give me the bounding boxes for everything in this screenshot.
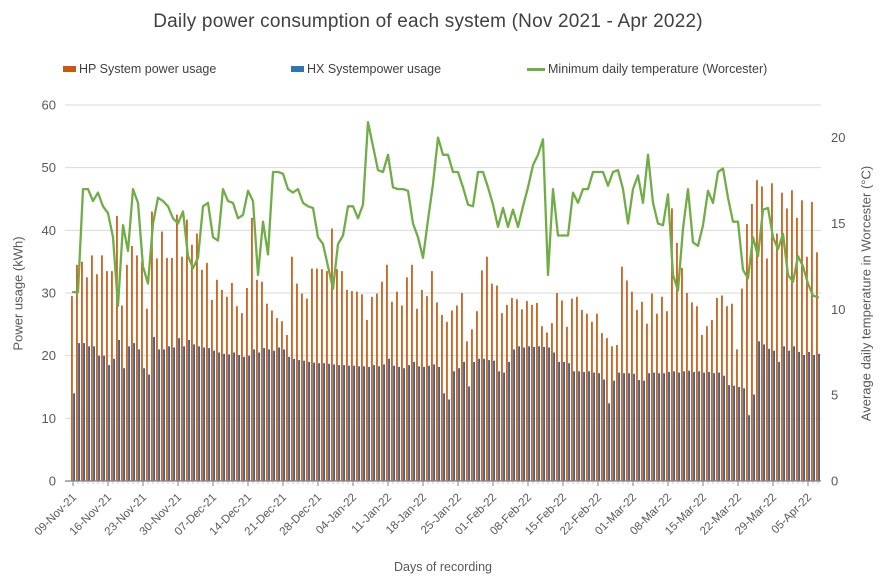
hx-legend-swatch-icon xyxy=(291,66,304,72)
svg-text:40: 40 xyxy=(42,223,56,238)
svg-text:5: 5 xyxy=(831,388,838,403)
hp-bars xyxy=(71,180,818,482)
right-axis-title: Average daily temperature in Worcester (… xyxy=(858,165,874,422)
svg-text:60: 60 xyxy=(42,98,56,113)
hx-bars xyxy=(73,336,820,481)
x-axis-title: Days of recording xyxy=(394,560,492,574)
legend-label-temp: Minimum daily temperature (Worcester) xyxy=(548,62,768,76)
legend-label-hp: HP System power usage xyxy=(79,62,217,76)
svg-text:50: 50 xyxy=(42,160,56,175)
legend-item-hp: HP System power usage xyxy=(63,61,216,77)
x-axis-ticks xyxy=(72,481,819,486)
left-axis-tick-labels: 0 10 20 30 40 50 60 xyxy=(42,98,56,489)
svg-text:0: 0 xyxy=(49,474,56,489)
legend-item-temp: Minimum daily temperature (Worcester) xyxy=(527,61,767,77)
right-axis-tick-labels: 0 5 10 15 20 xyxy=(831,130,845,488)
left-axis-title: Power usage (kWh) xyxy=(10,236,26,351)
x-axis-tick-labels: 09-Nov-2116-Nov-2123-Nov-2130-Nov-2107-D… xyxy=(33,492,814,538)
legend-item-hx: HX Systempower usage xyxy=(291,61,441,77)
svg-text:20: 20 xyxy=(42,348,56,363)
svg-text:15: 15 xyxy=(831,216,845,231)
svg-text:10: 10 xyxy=(42,411,56,426)
temperature-line xyxy=(71,121,820,308)
svg-text:30: 30 xyxy=(42,286,56,301)
svg-text:0: 0 xyxy=(831,474,838,489)
legend-label-hx: HX Systempower usage xyxy=(307,62,442,76)
svg-text:10: 10 xyxy=(831,302,845,317)
hp-legend-swatch-icon xyxy=(63,66,76,72)
svg-text:20: 20 xyxy=(831,130,845,145)
chart-title: Daily power consumption of each system (… xyxy=(153,11,703,32)
temp-legend-swatch-icon xyxy=(527,67,545,71)
